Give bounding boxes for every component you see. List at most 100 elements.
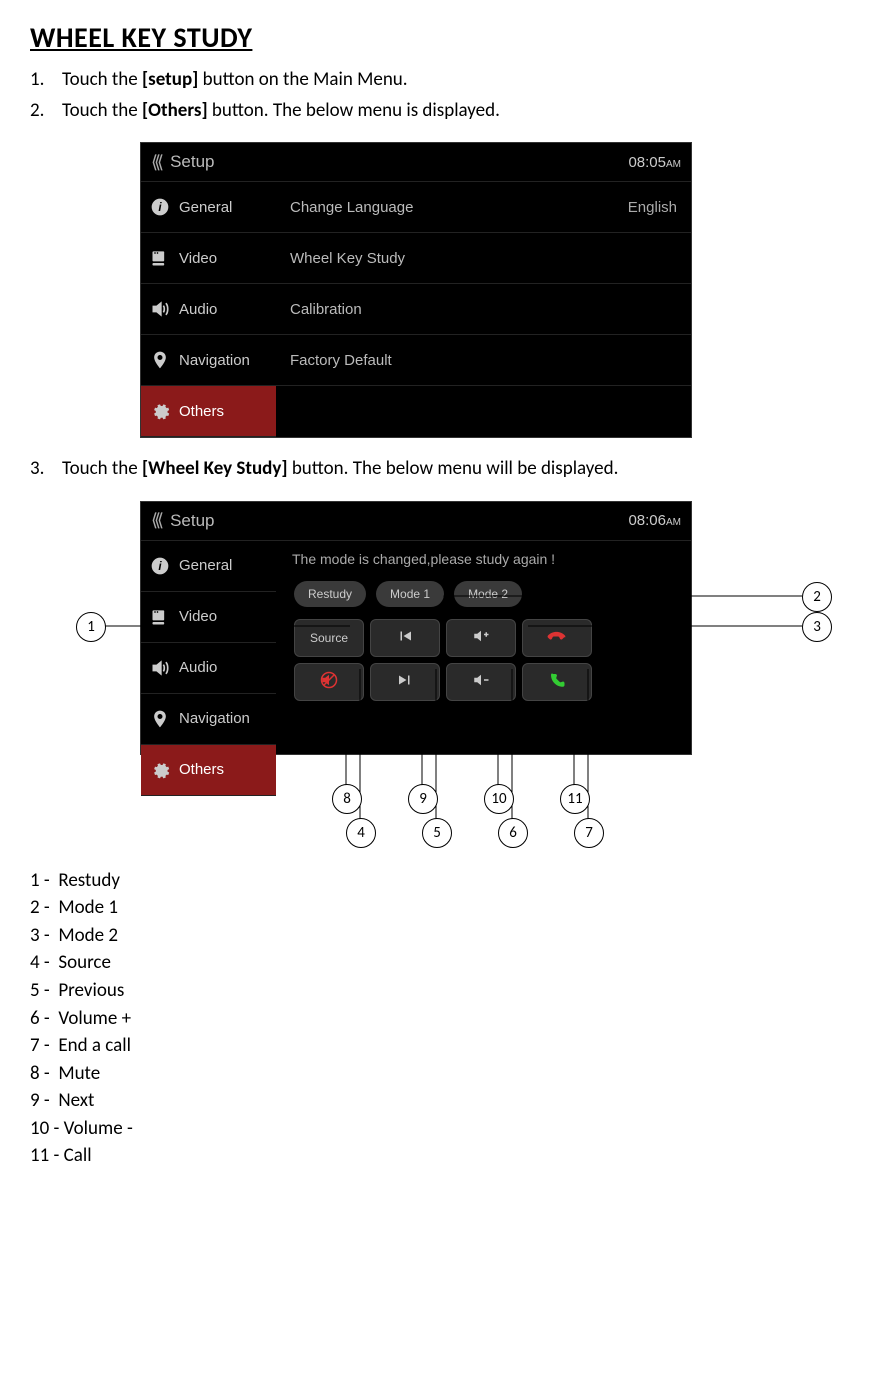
legend-item: 3 - Mode 2 — [30, 922, 853, 950]
callout-6: 6 — [498, 818, 528, 848]
back-icon[interactable]: ⟨⟨⟨ — [151, 510, 160, 531]
sidebar-item-label: Audio — [179, 301, 217, 318]
sidebar-item-label: Video — [179, 250, 217, 267]
nav-icon — [149, 349, 171, 371]
header-title: Setup — [170, 152, 628, 172]
legend-item: 11 - Call — [30, 1142, 853, 1170]
callout-11: 11 — [560, 784, 590, 814]
mode-buttons-row: Restudy Mode 1 Mode 2 — [286, 581, 681, 607]
audio-icon — [149, 657, 171, 679]
video-icon — [149, 247, 171, 269]
video-icon — [149, 606, 171, 628]
steps-top: 1.Touch the [setup] button on the Main M… — [30, 67, 853, 124]
callout-4: 4 — [346, 818, 376, 848]
content-panel: Change LanguageEnglish Wheel Key Study Cal… — [276, 182, 691, 437]
legend-item: 5 - Previous — [30, 977, 853, 1005]
hangup-key-button[interactable] — [522, 619, 592, 657]
audio-icon — [149, 298, 171, 320]
clock: 08:05AM — [628, 154, 681, 171]
callout-5: 5 — [422, 818, 452, 848]
sidebar-item-video[interactable]: Video — [141, 592, 276, 643]
sidebar-item-navigation[interactable]: Navigation — [141, 335, 276, 386]
row-label: Factory Default — [290, 352, 677, 369]
legend-item: 7 - End a call — [30, 1032, 853, 1060]
sidebar-item-others[interactable]: Others — [141, 386, 276, 437]
legend-item: 8 - Mute — [30, 1060, 853, 1088]
sidebar-item-label: Navigation — [179, 352, 250, 369]
row-label: Calibration — [290, 301, 677, 318]
key-row-1: Source — [286, 619, 681, 657]
volup-key-button[interactable] — [446, 619, 516, 657]
next-key-button[interactable] — [370, 663, 440, 701]
sidebar-item-video[interactable]: Video — [141, 233, 276, 284]
notice-text: The mode is changed,please study again ! — [286, 547, 681, 581]
info-icon: i — [149, 196, 171, 218]
callout-10: 10 — [484, 784, 514, 814]
sidebar-item-general[interactable]: i General — [141, 541, 276, 592]
back-icon[interactable]: ⟨⟨⟨ — [151, 152, 160, 173]
sidebar-item-general[interactable]: i General — [141, 182, 276, 233]
row-label: Change Language — [290, 199, 628, 216]
screenshot-setup-1: ⟨⟨⟨ Setup 08:05AM i General Video Audio Navi… — [140, 142, 692, 438]
mode-2-button[interactable]: Mode 2 — [454, 581, 522, 607]
call-icon — [546, 671, 568, 692]
gear-icon — [149, 400, 171, 422]
legend-item: 1 - Restudy — [30, 867, 853, 895]
menu-row[interactable]: Factory Default — [276, 335, 691, 386]
sidebar-item-others[interactable]: Others — [141, 745, 276, 796]
sidebar-item-audio[interactable]: Audio — [141, 284, 276, 335]
row-value: English — [628, 199, 677, 216]
prev-key-button[interactable] — [370, 619, 440, 657]
volup-icon — [470, 627, 492, 648]
key-row-2 — [286, 663, 681, 701]
header-title: Setup — [170, 511, 628, 531]
screenshot-header: ⟨⟨⟨ Setup 08:05AM — [141, 143, 691, 182]
voldown-icon — [470, 671, 492, 692]
sidebar-item-label: Video — [179, 608, 217, 625]
sidebar-item-audio[interactable]: Audio — [141, 643, 276, 694]
legend-item: 2 - Mode 1 — [30, 894, 853, 922]
sidebar-item-label: Audio — [179, 659, 217, 676]
sidebar-item-navigation[interactable]: Navigation — [141, 694, 276, 745]
page-title: WHEEL KEY STUDY — [30, 20, 853, 55]
gear-icon — [149, 759, 171, 781]
callout-9: 9 — [408, 784, 438, 814]
legend-item: 6 - Volume + — [30, 1005, 853, 1033]
mute-icon — [318, 671, 340, 692]
clock: 08:06AM — [628, 512, 681, 529]
step-3: 3.Touch the [Wheel Key Study] button. Th… — [30, 456, 853, 483]
content-panel: The mode is changed,please study again !… — [276, 541, 691, 796]
info-icon: i — [149, 555, 171, 577]
legend-item: 4 - Source — [30, 949, 853, 977]
callout-8: 8 — [332, 784, 362, 814]
legend-item: 10 - Volume - — [30, 1115, 853, 1143]
sidebar: i General Video Audio Navigation Others — [141, 182, 276, 437]
menu-row[interactable]: Change LanguageEnglish — [276, 182, 691, 233]
menu-row[interactable]: Wheel Key Study — [276, 233, 691, 284]
prev-icon — [394, 627, 416, 648]
hangup-icon — [546, 627, 568, 648]
menu-row[interactable]: Calibration — [276, 284, 691, 335]
callout-1: 1 — [76, 612, 106, 642]
legend-item: 9 - Next — [30, 1087, 853, 1115]
sidebar-item-label: General — [179, 557, 232, 574]
Source-key-button[interactable]: Source — [294, 619, 364, 657]
callout-7: 7 — [574, 818, 604, 848]
mode-1-button[interactable]: Mode 1 — [376, 581, 444, 607]
row-label: Wheel Key Study — [290, 250, 677, 267]
call-key-button[interactable] — [522, 663, 592, 701]
voldown-key-button[interactable] — [446, 663, 516, 701]
mute-key-button[interactable] — [294, 663, 364, 701]
nav-icon — [149, 708, 171, 730]
sidebar-item-label: Navigation — [179, 710, 250, 727]
callout-diagram: ⟨⟨⟨ Setup 08:06AM i General Video Audio Navi… — [30, 501, 850, 861]
sidebar-item-label: Others — [179, 761, 224, 778]
next-icon — [394, 671, 416, 692]
screenshot-setup-2: ⟨⟨⟨ Setup 08:06AM i General Video Audio Navi… — [140, 501, 692, 755]
sidebar: i General Video Audio Navigation Others — [141, 541, 276, 796]
sidebar-item-label: General — [179, 199, 232, 216]
screenshot-header: ⟨⟨⟨ Setup 08:06AM — [141, 502, 691, 541]
legend-list: 1 - Restudy2 - Mode 13 - Mode 24 - Sourc… — [30, 867, 853, 1170]
restudy-button[interactable]: Restudy — [294, 581, 366, 607]
callout-2: 2 — [802, 582, 832, 612]
